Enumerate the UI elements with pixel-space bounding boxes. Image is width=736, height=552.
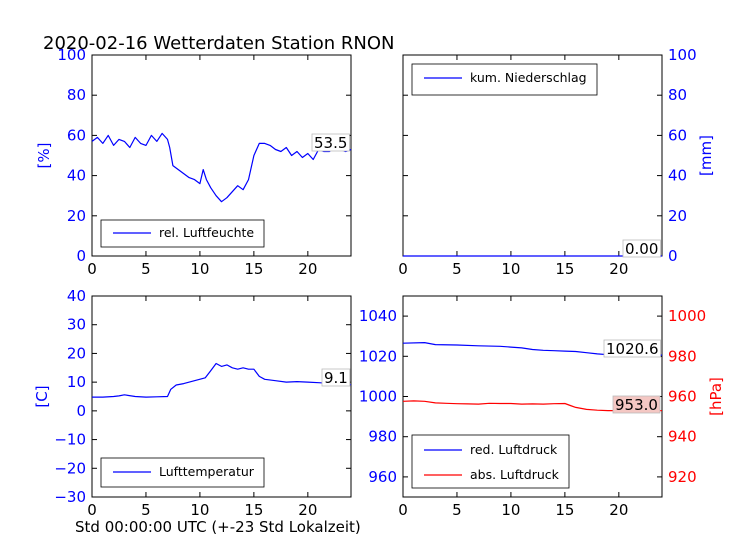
legend-label: rel. Luftfeuchte <box>159 225 254 240</box>
value-annotation: 53.5 <box>314 134 347 152</box>
value-annotation: 9.1 <box>324 369 348 387</box>
x-tick-label: 15 <box>244 260 263 278</box>
y-tick-label: 20 <box>668 207 687 225</box>
x-tick-label: 0 <box>87 260 97 278</box>
y-tick-label: −30 <box>54 488 86 506</box>
y2-tick-label: 1000 <box>668 307 706 325</box>
y-tick-label: 10 <box>67 373 86 391</box>
y-tick-label: 60 <box>668 126 687 144</box>
figure-xlabel: Std 00:00:00 UTC (+-23 Std Lokalzeit) <box>75 518 361 536</box>
y-tick-label: 980 <box>368 428 397 446</box>
y-tick-label: 1000 <box>359 388 397 406</box>
y-tick-label: 1040 <box>359 307 397 325</box>
legend-label: kum. Niederschlag <box>470 70 587 85</box>
panel-3: 0 5 10 15 20 −30 −20 −10 0 10 20 30 40 [C] 9.1 Lufttemp… <box>33 287 352 519</box>
annotation-box <box>311 133 350 152</box>
x-tick-label: 5 <box>141 501 151 519</box>
x-tick-label: 10 <box>501 501 520 519</box>
x-tick-label: 5 <box>452 260 462 278</box>
panel-4: 0 5 10 15 20 960 980 1000 1020 1040 920 940 960 980 10… <box>359 295 725 519</box>
value-annotation: 1020.6 <box>606 340 659 358</box>
x-tick-label: 20 <box>609 260 628 278</box>
y-axis-label: [mm] <box>697 135 715 176</box>
y-axis-label: [C] <box>33 385 51 407</box>
y-tick-label: 80 <box>668 86 687 104</box>
value-annotation: 0.00 <box>625 240 658 258</box>
y-tick-label: 100 <box>668 46 697 64</box>
x-tick-label: 0 <box>398 260 408 278</box>
legend-label: Lufttemperatur <box>159 464 255 479</box>
value-annotation: 953.0 <box>615 396 658 414</box>
x-tick-label: 20 <box>298 260 317 278</box>
x-tick-label: 10 <box>501 260 520 278</box>
panel-1: 0 5 10 15 20 0 20 40 60 80 100 [%] 53.5 rel. Luftfeuc… <box>35 46 352 278</box>
legend-label: abs. Luftdruck <box>470 467 560 482</box>
annotation-box <box>603 339 661 358</box>
y-tick-label: 20 <box>67 207 86 225</box>
series-line-1 <box>92 362 352 398</box>
x-tick-label: 0 <box>398 501 408 519</box>
annotation-box <box>622 239 661 258</box>
y2-tick-label: 980 <box>668 347 697 365</box>
y2-tick-label: 940 <box>668 428 697 446</box>
figure-title: 2020-02-16 Wetterdaten Station RNON <box>43 33 394 54</box>
y-tick-label: 40 <box>67 287 86 305</box>
y-tick-label: 0 <box>76 402 86 420</box>
x-tick-label: 0 <box>87 501 97 519</box>
y-tick-label: 100 <box>57 46 86 64</box>
y-tick-label: −20 <box>54 459 86 477</box>
y-axis-label: [hPa] <box>707 377 725 416</box>
y-tick-label: 0 <box>76 247 86 265</box>
y-tick-label: −10 <box>54 431 86 449</box>
panel-2: 0 5 10 15 20 0 20 40 60 80 100 [mm] 0.00 kum. Nieders… <box>398 46 715 278</box>
y-tick-label: 1020 <box>359 347 397 365</box>
x-tick-label: 20 <box>609 501 628 519</box>
x-tick-label: 20 <box>298 501 317 519</box>
x-tick-label: 10 <box>190 501 209 519</box>
x-tick-label: 15 <box>244 501 263 519</box>
y2-tick-label: 960 <box>668 388 697 406</box>
y2-tick-label: 920 <box>668 468 697 486</box>
y-tick-label: 80 <box>67 86 86 104</box>
x-tick-label: 5 <box>141 260 151 278</box>
y-tick-label: 20 <box>67 344 86 362</box>
y-tick-label: 0 <box>668 247 678 265</box>
series-line-1 <box>91 132 352 203</box>
y-tick-label: 960 <box>368 468 397 486</box>
y-tick-label: 30 <box>67 316 86 334</box>
annotation-box <box>612 395 661 414</box>
x-tick-label: 15 <box>555 260 574 278</box>
y-tick-label: 40 <box>668 167 687 185</box>
x-tick-label: 10 <box>190 260 209 278</box>
legend-box <box>411 434 570 489</box>
annotation-box <box>321 368 351 387</box>
x-tick-label: 5 <box>452 501 462 519</box>
y-axis-label: [%] <box>35 143 53 169</box>
legend-label: red. Luftdruck <box>470 442 558 457</box>
y-tick-label: 40 <box>67 167 86 185</box>
x-tick-label: 15 <box>555 501 574 519</box>
legend-box <box>411 63 598 96</box>
y-tick-label: 60 <box>67 126 86 144</box>
